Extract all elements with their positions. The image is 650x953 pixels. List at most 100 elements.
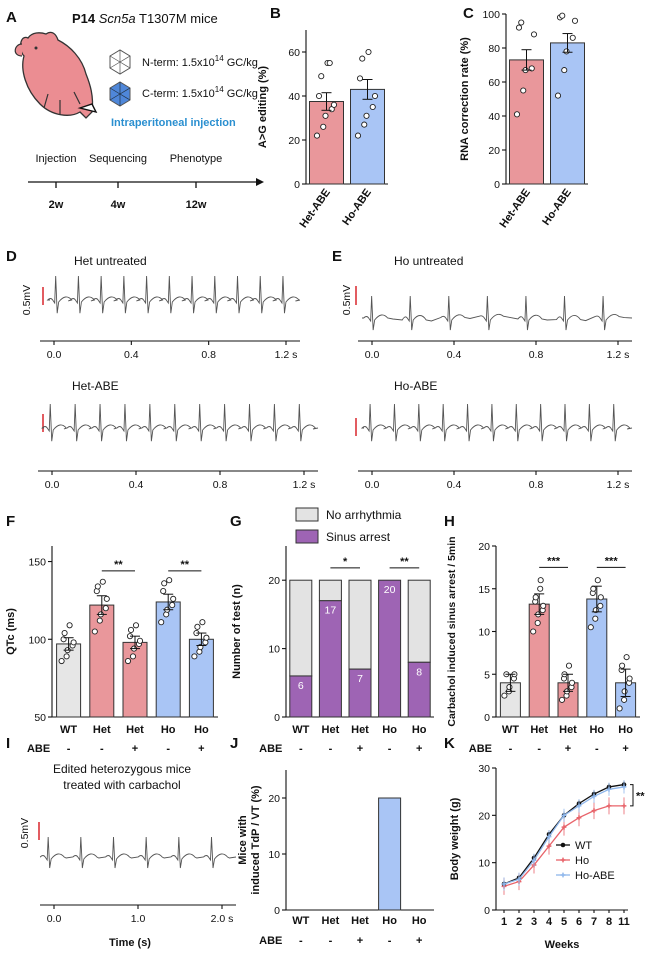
pC-point [571, 17, 579, 24]
virus-icon [109, 49, 131, 107]
pH-abe-sign: + [565, 743, 571, 755]
pF-point [91, 628, 98, 635]
pB-point [313, 132, 321, 139]
timeline-event: Phenotype [170, 153, 223, 165]
pF-point [70, 639, 77, 646]
pF-point [94, 583, 101, 590]
pG-bar-label: 20 [384, 584, 396, 596]
pG-category: Het [322, 724, 340, 736]
pB-point [356, 75, 364, 82]
pH-point [616, 705, 623, 712]
panel-letter-e: E [332, 248, 342, 265]
pK-y-tick-label: 30 [478, 763, 490, 775]
pG-bar-no-arrhythmia [318, 579, 342, 602]
pF-point [160, 588, 167, 595]
pE-scale-label: 0.5mV [341, 285, 353, 315]
timeline-arrow [256, 178, 264, 186]
pD-bottom-tick-label: 0.0 [45, 479, 60, 491]
pB-y-tick-label: 40 [288, 91, 300, 103]
pG-category: WT [292, 724, 309, 736]
pF-point [99, 578, 106, 585]
panel-e: E Ho untreated 0.5mV 0.0 0.4 0.8 1.2 s Ho-ABE 0… [332, 248, 633, 491]
pK-point [561, 812, 567, 818]
pF-bar [155, 601, 181, 718]
pF-abe-sign: + [132, 743, 138, 755]
pG-abe-sign: + [357, 743, 363, 755]
pF-category: WT [60, 724, 77, 736]
pF-point [124, 657, 132, 665]
pF-sig-label: ** [114, 559, 123, 571]
pJ-category: Het [351, 915, 369, 927]
pB-point [322, 112, 329, 119]
pK-point [606, 786, 612, 792]
pG-legend-label: No arrhythmia [326, 508, 402, 522]
pE-trace-bottom [361, 403, 633, 442]
pK-x-tick-label: 7 [591, 916, 597, 928]
pH-sig-label: *** [547, 555, 561, 567]
pD-bottom-tick-label: 0.4 [129, 479, 144, 491]
pJ-category: Ho [412, 915, 427, 927]
pF-point [66, 622, 73, 629]
pJ-category: WT [292, 915, 309, 927]
panel-letter-h: H [444, 513, 455, 530]
pB-y-label: A>G editing (%) [257, 66, 269, 149]
pK-sig-bracket [630, 784, 634, 807]
pE-bottom-tick-label: 1.2 s [607, 479, 630, 491]
pC-point [520, 87, 527, 94]
pI-scale-label: 0.5mV [19, 818, 31, 848]
pJ-abe-sign: + [416, 935, 422, 947]
pK-legend-marker [560, 872, 566, 878]
pC-bar [550, 42, 585, 185]
pH-sig-label: *** [605, 555, 619, 567]
pK-x-tick-label: 1 [501, 916, 507, 928]
pI-tick-label: 1.0 [131, 913, 146, 925]
pC-point [561, 67, 568, 74]
mouse-icon [14, 31, 98, 119]
pG-bar-no-arrhythmia [407, 579, 431, 663]
pF-point [132, 622, 140, 629]
pJ-abe-label: ABE [259, 935, 282, 947]
timeline-time: 2w [49, 199, 64, 211]
pH-point [568, 679, 576, 686]
pG-bar-sinus-arrest [378, 579, 402, 718]
pF-category: Het [126, 724, 144, 736]
pJ-bar [378, 797, 402, 911]
pG-bar-label: 8 [416, 666, 422, 678]
pH-abe-label: ABE [469, 743, 492, 755]
pF-category: Ho [161, 724, 176, 736]
pC-point [513, 111, 521, 118]
pK-legend-marker [560, 842, 566, 848]
pG-legend-label: Sinus arrest [326, 530, 391, 544]
pH-point [594, 577, 601, 584]
pB-y-tick-label: 0 [294, 179, 300, 191]
pC-y-tick-label: 40 [488, 111, 500, 123]
pH-point [597, 602, 604, 609]
pH-point [506, 684, 513, 691]
pF-abe-sign: - [166, 743, 170, 755]
panel-letter-g: G [230, 513, 242, 530]
pK-legend-marker [560, 857, 566, 863]
timeline-event: Sequencing [89, 153, 147, 165]
pF-category: Het [93, 724, 111, 736]
pJ-y-tick-label: 10 [268, 849, 280, 861]
pD-trace-top [46, 275, 301, 314]
panel-letter-b: B [270, 5, 281, 22]
pK-point [516, 876, 522, 882]
pK-point [576, 803, 582, 809]
pG-bar-label: 6 [298, 680, 304, 692]
pK-x-label: Weeks [545, 939, 580, 951]
panel-k: K 0 10 20 30 1 2 3 4 5 6 7 8 11 Weeks Body weight (g) W… [444, 735, 645, 951]
pK-x-tick-label: 4 [546, 916, 553, 928]
pG-y-tick-label: 20 [268, 575, 280, 587]
pH-abe-sign: - [509, 743, 513, 755]
pE-top-tick-label: 0.4 [447, 349, 462, 361]
pI-x-label: Time (s) [109, 937, 151, 949]
panel-letter-d: D [6, 248, 17, 265]
pG-abe-sign: + [416, 743, 422, 755]
pE-title-top: Ho untreated [394, 254, 463, 268]
pG-bar-label: 17 [325, 605, 337, 617]
pJ-y-label-1: Mice with [237, 815, 249, 865]
pC-bar [509, 59, 544, 185]
pC-point [530, 31, 538, 38]
pH-point [540, 602, 547, 609]
